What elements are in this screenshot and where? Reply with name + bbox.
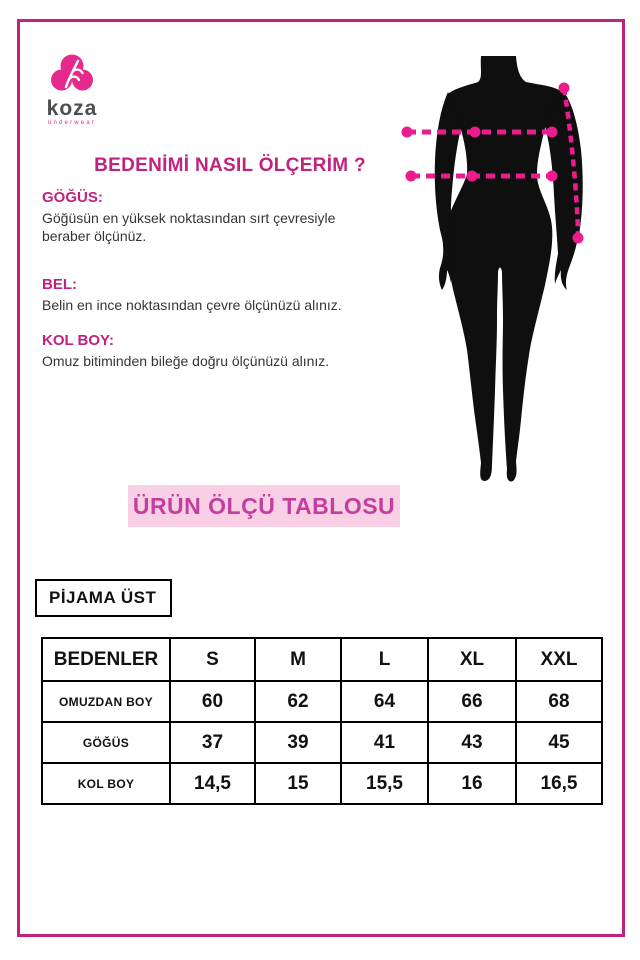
row-label: GÖĞÜS xyxy=(41,721,171,764)
koza-clover-icon xyxy=(51,54,93,91)
left-arm-silhouette xyxy=(434,92,461,290)
section-waist: BEL: Belin en ince noktasından çevre ölç… xyxy=(42,276,387,314)
table-row-shoulder-length: OMUZDAN BOY 60 62 64 66 68 xyxy=(41,680,603,723)
product-name-box: PİJAMA ÜST xyxy=(35,579,173,617)
section-chest-label: GÖĞÜS: xyxy=(42,189,103,206)
size-table-header-row: BEDENLER S M L XL XXL xyxy=(41,637,603,682)
table-row-chest: GÖĞÜS 37 39 41 43 45 xyxy=(41,721,603,764)
cell-value: 14,5 xyxy=(169,762,256,805)
cell-value: 64 xyxy=(340,680,429,723)
col-header-xxl: XXL xyxy=(515,637,603,682)
row-label: KOL BOY xyxy=(41,762,171,805)
section-arm-length-label: KOL BOY: xyxy=(42,332,114,349)
section-chest: GÖĞÜS: Göğüsün en yüksek noktasından sır… xyxy=(42,189,387,245)
cell-value: 37 xyxy=(169,721,256,764)
arm-line-dot xyxy=(572,232,584,244)
cell-value: 41 xyxy=(340,721,429,764)
body-silhouette xyxy=(445,56,562,482)
waist-line-dot xyxy=(466,170,478,182)
section-waist-label: BEL: xyxy=(42,276,77,293)
product-name-label: PİJAMA ÜST xyxy=(49,588,157,607)
brand-name: koza xyxy=(46,97,98,120)
chest-line-dot xyxy=(546,126,558,138)
size-table-banner: ÜRÜN ÖLÇÜ TABLOSU xyxy=(128,485,400,527)
section-arm-length: KOL BOY: Omuz bitiminden bileğe doğru öl… xyxy=(42,332,387,370)
chest-line-dot xyxy=(469,126,481,138)
section-chest-text: Göğüsün en yüksek noktasından sırt çevre… xyxy=(42,210,336,245)
cell-value: 62 xyxy=(254,680,342,723)
cell-value: 60 xyxy=(169,680,256,723)
body-measurement-figure xyxy=(395,50,625,490)
brand-tagline: underwear xyxy=(47,120,97,126)
cell-value: 16,5 xyxy=(515,762,603,805)
guide-title: BEDENİMİ NASIL ÖLÇERİM ? xyxy=(94,155,366,176)
waist-line-dot xyxy=(546,170,558,182)
cell-value: 16 xyxy=(427,762,517,805)
cell-value: 45 xyxy=(515,721,603,764)
brand-logo: koza underwear xyxy=(42,54,102,126)
cell-value: 15,5 xyxy=(340,762,429,805)
row-label: OMUZDAN BOY xyxy=(41,680,171,723)
size-table-banner-label: ÜRÜN ÖLÇÜ TABLOSU xyxy=(132,492,396,519)
col-header-s: S xyxy=(169,637,256,682)
table-row-arm-length: KOL BOY 14,5 15 15,5 16 16,5 xyxy=(41,762,603,805)
col-header-xl: XL xyxy=(427,637,517,682)
arm-measure-line xyxy=(561,87,581,239)
section-waist-text: Belin en ince noktasından çevre ölçünüzü… xyxy=(42,297,342,313)
arm-line-dot xyxy=(558,82,570,94)
chest-line-dot xyxy=(401,126,413,138)
cell-value: 43 xyxy=(427,721,517,764)
size-table: BEDENLER S M L XL XXL OMUZDAN BOY 60 62 … xyxy=(41,637,603,805)
col-header-m: M xyxy=(254,637,342,682)
waist-line-dot xyxy=(405,170,417,182)
cell-value: 68 xyxy=(515,680,603,723)
page-border-frame xyxy=(17,19,625,937)
col-header-bedenler: BEDENLER xyxy=(41,637,171,682)
cell-value: 15 xyxy=(254,762,342,805)
col-header-l: L xyxy=(340,637,429,682)
cell-value: 39 xyxy=(254,721,342,764)
section-arm-length-text: Omuz bitiminden bileğe doğru ölçünüzü al… xyxy=(42,353,330,369)
cell-value: 66 xyxy=(427,680,517,723)
